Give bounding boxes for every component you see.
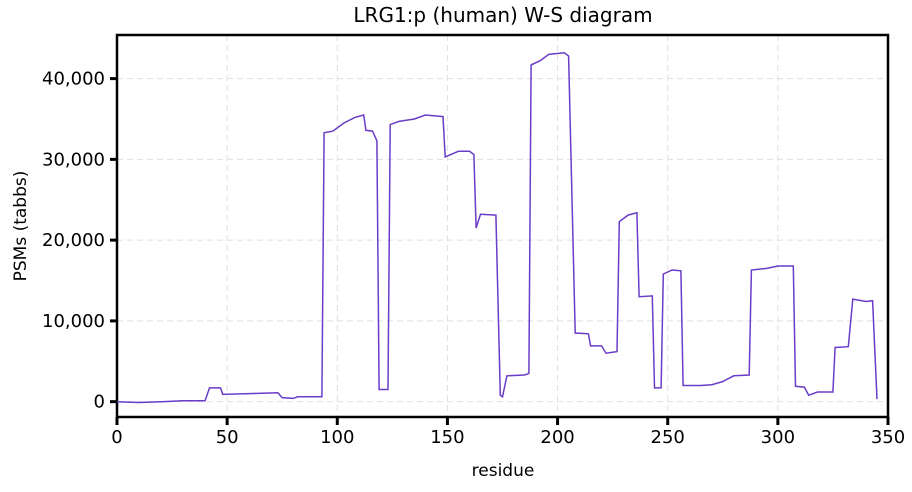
x-tick-label: 200 xyxy=(540,427,574,448)
x-axis-label: residue xyxy=(472,461,535,481)
y-tick-label: 40,000 xyxy=(42,69,105,90)
y-tick-label: 30,000 xyxy=(42,149,105,170)
x-tick-label: 300 xyxy=(761,427,795,448)
y-axis-label: PSMs (tabbs) xyxy=(11,171,31,282)
x-tick-label: 150 xyxy=(430,427,464,448)
x-tick-label: 50 xyxy=(216,427,239,448)
x-tick-label: 0 xyxy=(111,427,122,448)
x-tick-label: 250 xyxy=(651,427,685,448)
data-line xyxy=(116,52,878,404)
y-tick-label: 10,000 xyxy=(42,311,105,332)
x-tick-label: 100 xyxy=(320,427,354,448)
plot-frame xyxy=(115,33,890,419)
y-tick-label: 0 xyxy=(94,392,105,413)
y-tick-label: 20,000 xyxy=(42,230,105,251)
chart-title: LRG1:p (human) W-S diagram xyxy=(353,3,652,27)
x-tick-label: 350 xyxy=(871,427,905,448)
